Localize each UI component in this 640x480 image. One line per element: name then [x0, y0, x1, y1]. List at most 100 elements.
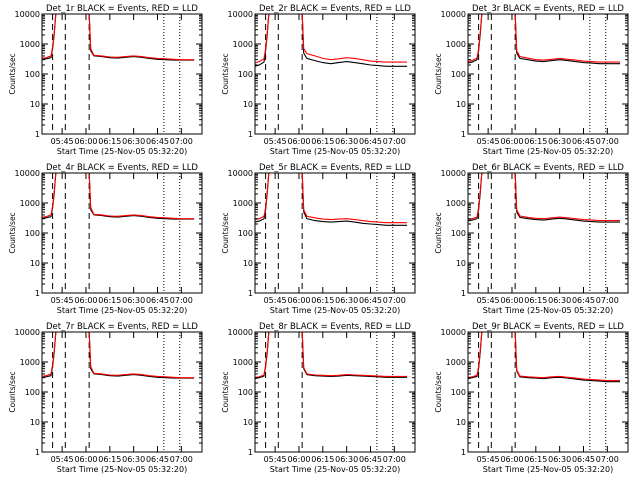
plot-frame — [467, 331, 629, 453]
x-tick-label: 05:45 — [477, 296, 500, 305]
x-tick-label: 06:15 — [524, 296, 547, 305]
y-tick-label: 1 — [248, 130, 253, 139]
plot-frame — [467, 172, 629, 294]
x-tick-label: 06:00 — [287, 296, 310, 305]
x-tick-label: 06:15 — [98, 296, 121, 305]
x-tick-label: 06:30 — [122, 137, 145, 146]
y-tick-label: 100 — [451, 388, 466, 397]
events-series-line — [42, 332, 195, 379]
x-tick-label: 05:45 — [51, 296, 74, 305]
panel-title: Det_3r BLACK = Events, RED = LLD — [472, 4, 624, 14]
detector-panel-1: Det_1r BLACK = Events, RED = LLD 1 10 100 10… — [8, 4, 203, 156]
panel-title: Det_8r BLACK = Events, RED = LLD — [259, 322, 411, 332]
y-axis-label: Counts/sec — [221, 212, 230, 253]
x-axis-label: Start Time (25-Nov-05 05:32:20) — [57, 465, 187, 474]
y-tick-label: 10 — [456, 100, 466, 109]
x-axis-label: Start Time (25-Nov-05 05:32:20) — [270, 465, 400, 474]
lld-series-line — [468, 14, 621, 63]
lld-series-line — [468, 332, 621, 382]
plot-frame — [254, 331, 416, 453]
y-tick-label: 1000 — [20, 40, 40, 49]
y-tick-label: 1000 — [446, 358, 466, 367]
y-tick-label: 10 — [243, 418, 253, 427]
x-axis-label: Start Time (25-Nov-05 05:32:20) — [483, 147, 613, 156]
plot-frame — [41, 172, 203, 294]
y-tick-label: 1 — [248, 289, 253, 298]
y-tick-label: 100 — [25, 229, 40, 238]
y-tick-label: 10000 — [15, 169, 40, 178]
events-series-line — [255, 173, 408, 226]
detector-panel-2: Det_2r BLACK = Events, RED = LLD 1 10 100 10… — [221, 4, 416, 156]
y-tick-label: 1 — [35, 289, 40, 298]
events-series-line — [468, 332, 621, 383]
events-series-line — [468, 173, 621, 223]
y-axis-label: Counts/sec — [8, 212, 17, 253]
x-tick-label: 05:45 — [264, 455, 287, 464]
x-tick-label: 06:45 — [359, 455, 382, 464]
panel-title: Det_1r BLACK = Events, RED = LLD — [46, 4, 198, 14]
y-axis-label: Counts/sec — [434, 371, 443, 412]
x-tick-label: 06:30 — [548, 296, 571, 305]
y-axis-label: Counts/sec — [434, 212, 443, 253]
y-tick-label: 1 — [461, 130, 466, 139]
x-tick-label: 06:15 — [98, 455, 121, 464]
lld-series-line — [42, 14, 195, 61]
x-axis-label: Start Time (25-Nov-05 05:32:20) — [483, 465, 613, 474]
x-tick-label: 06:45 — [359, 137, 382, 146]
x-tick-label: 06:00 — [74, 455, 97, 464]
x-tick-label: 06:30 — [122, 455, 145, 464]
y-tick-label: 10000 — [441, 169, 466, 178]
plot-frame — [467, 13, 629, 135]
detector-panel-9: Det_9r BLACK = Events, RED = LLD 1 10 100 10… — [434, 322, 629, 474]
x-tick-label: 06:15 — [311, 137, 334, 146]
x-tick-label: 05:45 — [51, 455, 74, 464]
x-tick-label: 06:15 — [311, 296, 334, 305]
x-tick-label: 06:45 — [359, 296, 382, 305]
x-tick-label: 06:00 — [287, 137, 310, 146]
x-axis-label: Start Time (25-Nov-05 05:32:20) — [57, 306, 187, 315]
x-axis-label: Start Time (25-Nov-05 05:32:20) — [57, 147, 187, 156]
x-tick-label: 06:45 — [146, 455, 169, 464]
x-tick-label: 05:45 — [51, 137, 74, 146]
x-tick-label: 05:45 — [477, 455, 500, 464]
x-axis-label: Start Time (25-Nov-05 05:32:20) — [270, 306, 400, 315]
y-axis-label: Counts/sec — [434, 53, 443, 94]
x-tick-label: 06:30 — [548, 137, 571, 146]
x-tick-label: 06:15 — [524, 137, 547, 146]
x-tick-label: 07:00 — [170, 137, 193, 146]
y-tick-label: 1000 — [446, 40, 466, 49]
x-tick-label: 07:00 — [596, 296, 619, 305]
y-tick-label: 10000 — [228, 328, 253, 337]
y-tick-label: 10 — [30, 100, 40, 109]
x-tick-label: 05:45 — [264, 137, 287, 146]
x-tick-label: 06:15 — [524, 455, 547, 464]
x-tick-label: 07:00 — [383, 455, 406, 464]
y-tick-label: 100 — [25, 70, 40, 79]
x-axis-label: Start Time (25-Nov-05 05:32:20) — [270, 147, 400, 156]
detector-panel-3: Det_3r BLACK = Events, RED = LLD 1 10 100 10… — [434, 4, 629, 156]
y-tick-label: 1 — [461, 448, 466, 457]
y-tick-label: 10 — [456, 418, 466, 427]
y-axis-label: Counts/sec — [221, 371, 230, 412]
x-tick-label: 06:45 — [572, 296, 595, 305]
y-tick-label: 1 — [35, 448, 40, 457]
y-tick-label: 100 — [238, 229, 253, 238]
plot-frame — [41, 13, 203, 135]
x-tick-label: 06:45 — [146, 296, 169, 305]
x-axis-label: Start Time (25-Nov-05 05:32:20) — [483, 306, 613, 315]
y-axis-label: Counts/sec — [8, 53, 17, 94]
panel-title: Det_4r BLACK = Events, RED = LLD — [46, 163, 198, 173]
y-tick-label: 10000 — [228, 169, 253, 178]
x-tick-label: 07:00 — [596, 137, 619, 146]
y-tick-label: 1000 — [233, 199, 253, 208]
x-tick-label: 06:45 — [146, 137, 169, 146]
plot-frame — [254, 13, 416, 135]
panel-title: Det_6r BLACK = Events, RED = LLD — [472, 163, 624, 173]
y-tick-label: 1 — [35, 130, 40, 139]
x-tick-label: 06:30 — [122, 296, 145, 305]
detector-panel-4: Det_4r BLACK = Events, RED = LLD 1 10 100 10… — [8, 163, 203, 315]
x-tick-label: 06:00 — [74, 296, 97, 305]
x-tick-label: 06:45 — [572, 455, 595, 464]
x-tick-label: 06:00 — [500, 137, 523, 146]
y-axis-label: Counts/sec — [8, 371, 17, 412]
